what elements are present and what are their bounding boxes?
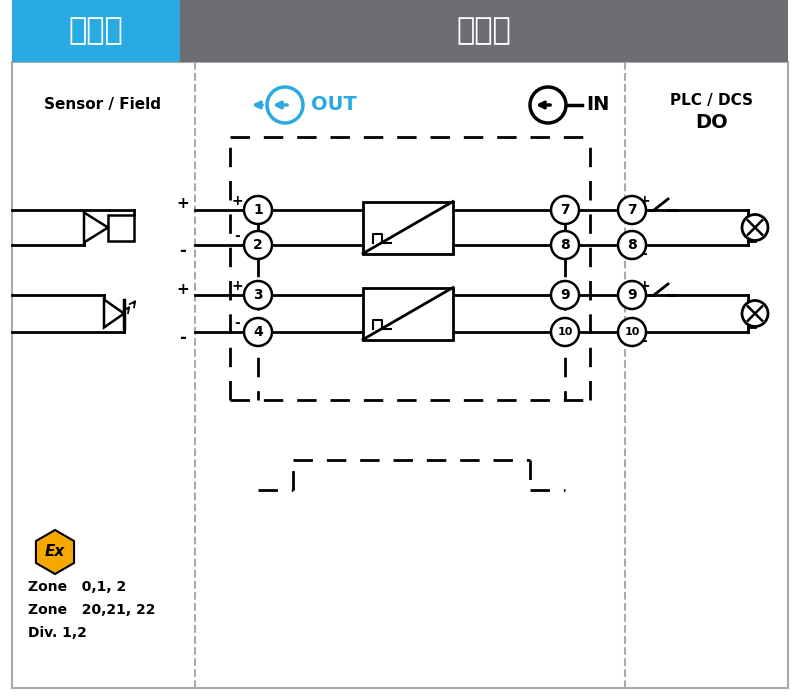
Bar (363, 202, 453, 253)
Circle shape (244, 318, 272, 346)
Text: Div. 1,2: Div. 1,2 (28, 626, 87, 640)
Text: 2: 2 (253, 238, 263, 252)
Text: 1: 1 (253, 203, 263, 217)
Text: 9: 9 (560, 288, 570, 302)
Text: +: + (177, 281, 190, 297)
Text: -: - (179, 242, 186, 260)
Text: +: + (231, 194, 243, 208)
Text: -: - (234, 316, 240, 330)
Text: -: - (641, 247, 647, 261)
Polygon shape (84, 213, 108, 242)
Text: 安全区: 安全区 (457, 17, 511, 46)
Circle shape (551, 231, 579, 259)
Text: 8: 8 (627, 238, 637, 252)
Text: Sensor / Field: Sensor / Field (45, 97, 162, 113)
Circle shape (244, 281, 272, 309)
Circle shape (618, 231, 646, 259)
Text: +: + (638, 194, 650, 208)
Circle shape (244, 196, 272, 224)
Text: 9: 9 (627, 288, 637, 302)
Circle shape (618, 318, 646, 346)
Text: 7: 7 (627, 203, 637, 217)
Bar (12, 62, 788, 688)
Circle shape (244, 231, 272, 259)
Circle shape (551, 281, 579, 309)
Text: -: - (641, 334, 647, 348)
Text: Zone   20,21, 22: Zone 20,21, 22 (28, 603, 155, 617)
Text: OUT: OUT (311, 95, 357, 115)
Text: +: + (638, 279, 650, 293)
Text: Zone   0,1, 2: Zone 0,1, 2 (28, 580, 126, 594)
Text: -: - (179, 329, 186, 347)
Circle shape (551, 196, 579, 224)
Bar (12, 0, 180, 62)
Bar (108, 214, 134, 241)
Text: 10: 10 (558, 327, 573, 337)
Text: 8: 8 (560, 238, 570, 252)
Text: -: - (234, 229, 240, 243)
Circle shape (618, 281, 646, 309)
Circle shape (742, 214, 768, 241)
Circle shape (618, 196, 646, 224)
Text: DO: DO (696, 113, 728, 132)
Text: 4: 4 (253, 325, 263, 339)
Circle shape (551, 318, 579, 346)
Bar (363, 288, 453, 340)
Text: +: + (177, 197, 190, 211)
Text: 3: 3 (253, 288, 263, 302)
Text: IN: IN (586, 95, 610, 115)
Text: PLC / DCS: PLC / DCS (670, 92, 754, 108)
Text: 7: 7 (560, 203, 570, 217)
Bar (180, 0, 788, 62)
Text: Ex: Ex (45, 545, 65, 559)
Circle shape (742, 300, 768, 326)
Polygon shape (104, 300, 124, 328)
Text: +: + (231, 279, 243, 293)
Polygon shape (36, 530, 74, 574)
Text: 危险区: 危险区 (69, 17, 123, 46)
Text: 10: 10 (624, 327, 640, 337)
